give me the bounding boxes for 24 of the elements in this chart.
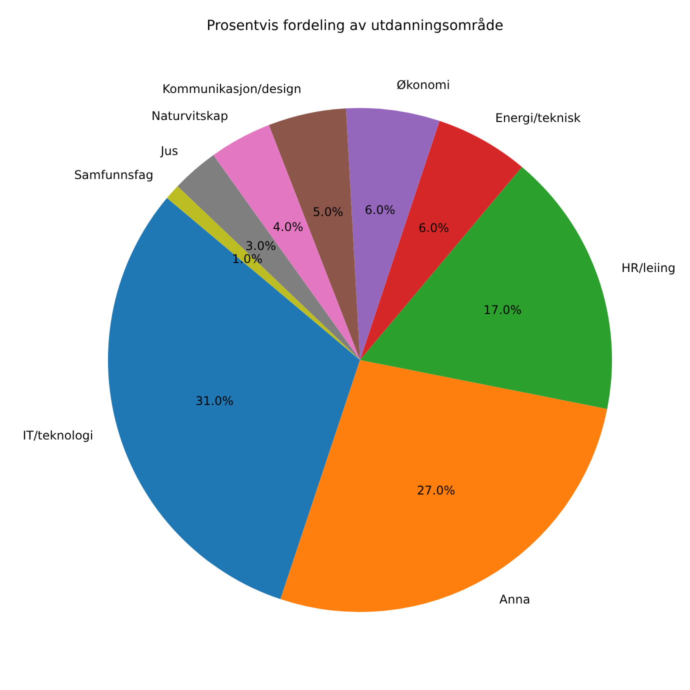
pie-slice (108, 198, 360, 600)
data-label: 27.0% (416, 484, 456, 498)
data-label: 31.0% (195, 394, 234, 408)
slice-label: Samfunnsfag (74, 168, 154, 182)
data-label: 6.0% (364, 203, 396, 218)
data-label: 6.0% (418, 221, 450, 236)
slice-label: IT/teknologi (22, 428, 94, 442)
pie-slice (280, 360, 608, 612)
pie-slice (178, 155, 360, 360)
slice-label: Energi/teknisk (495, 111, 581, 126)
data-label: 3.0% (246, 238, 276, 253)
pie-slice (360, 166, 612, 409)
slice-label: Kommunikasjon/design (162, 82, 302, 96)
slice-label: HR/leiing (621, 260, 676, 275)
data-label: 17.0% (484, 302, 522, 317)
slice-label: Økonomi (396, 78, 450, 92)
data-label: 5.0% (312, 205, 344, 220)
pie-slice (213, 125, 360, 360)
data-label: 4.0% (272, 220, 304, 234)
pie-slice (166, 186, 360, 360)
slice-label: Anna (499, 592, 530, 607)
slice-label: Jus (160, 144, 178, 158)
slice-label: Naturvitskap (151, 109, 228, 124)
chart-title: Prosentvis fordeling av utdanningsområde (206, 17, 504, 34)
